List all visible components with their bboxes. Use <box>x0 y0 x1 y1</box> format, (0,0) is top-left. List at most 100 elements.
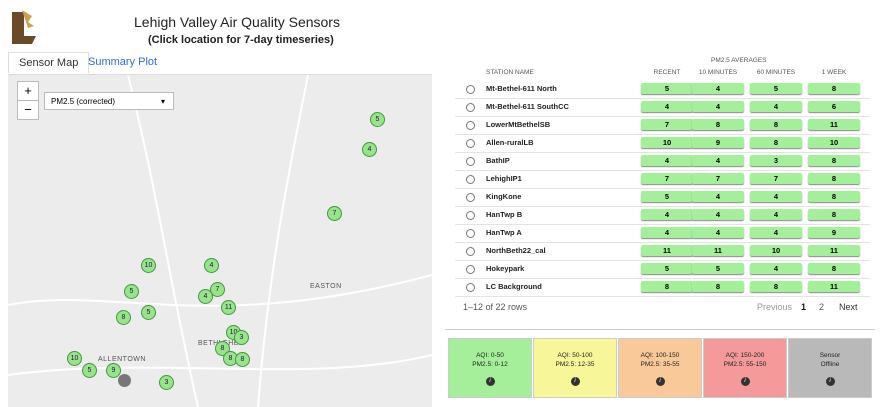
sensor-marker[interactable]: 9 <box>106 363 121 378</box>
table-row[interactable]: LowerMtBethelSB 7 8 8 11 <box>455 116 870 135</box>
row-summary: 1–12 of 22 rows <box>463 302 528 312</box>
sensor-marker[interactable]: 10 <box>141 258 156 273</box>
sensor-marker[interactable]: 11 <box>221 300 236 315</box>
station-name: Mt-Bethel-611 North <box>486 84 557 93</box>
value-cell: 4 <box>641 209 693 220</box>
legend-box[interactable]: AQI: 150-200 PM2.5: 55-150 i <box>703 338 787 398</box>
info-icon[interactable]: i <box>485 377 495 386</box>
value-cell: 3 <box>750 155 802 166</box>
legend-text: AQI: 150-200 <box>725 352 765 359</box>
legend-text: PM2.5: 35-55 <box>640 361 680 368</box>
radio[interactable] <box>466 211 475 220</box>
value-cell: 11 <box>641 245 693 256</box>
page-2[interactable]: 2 <box>819 302 825 312</box>
sensor-marker[interactable]: 5 <box>370 112 385 127</box>
radio[interactable] <box>466 175 475 184</box>
radio[interactable] <box>466 283 475 292</box>
legend-text: PM2.5: 0-12 <box>472 361 508 368</box>
sensor-marker[interactable]: 5 <box>141 305 156 320</box>
value-cell: 11 <box>808 281 860 292</box>
value-cell: 4 <box>692 209 744 220</box>
value-cell: 4 <box>641 227 693 238</box>
value-cell: 8 <box>808 263 860 274</box>
sensor-marker[interactable]: 5 <box>82 363 97 378</box>
sensor-marker[interactable]: 8 <box>223 351 238 366</box>
value-cell: 9 <box>692 137 744 148</box>
info-icon[interactable]: i <box>570 377 580 386</box>
legend-box[interactable]: AQI: 50-100 PM2.5: 12-35 i <box>533 338 617 398</box>
sensor-marker[interactable]: 7 <box>327 206 342 221</box>
sensor-marker[interactable]: 7 <box>210 282 225 297</box>
sensor-marker[interactable]: 4 <box>204 258 219 273</box>
column-header: STATION NAME <box>486 69 534 76</box>
radio[interactable] <box>466 139 475 148</box>
value-cell: 4 <box>692 227 744 238</box>
value-cell: 11 <box>692 245 744 256</box>
tab[interactable]: Summary Plot <box>88 56 158 68</box>
sensor-marker[interactable]: 8 <box>116 310 131 325</box>
value-cell: 5 <box>641 263 693 274</box>
station-name: Hokeypark <box>486 264 525 273</box>
value-cell: 8 <box>808 173 860 184</box>
legend-text: Sensor <box>819 352 841 359</box>
zoom-out[interactable]: − <box>17 100 39 120</box>
table-row[interactable]: KingKone 5 4 4 8 <box>455 188 870 207</box>
value-cell: 11 <box>808 245 860 256</box>
zoom-in[interactable]: + <box>17 81 39 101</box>
radio[interactable] <box>466 247 475 256</box>
value-cell: 8 <box>750 119 802 130</box>
sensor-marker[interactable]: 8 <box>235 352 250 367</box>
value-cell: 8 <box>808 209 860 220</box>
info-icon[interactable]: i <box>740 377 750 386</box>
radio[interactable] <box>466 157 475 166</box>
sensor-marker[interactable]: 10 <box>67 351 82 366</box>
radio[interactable] <box>466 85 475 94</box>
table-row[interactable]: LehighIP1 7 7 7 8 <box>455 170 870 189</box>
prev[interactable]: Previous <box>757 302 793 312</box>
sensor-marker[interactable]: 4 <box>362 142 377 157</box>
table-row[interactable]: Mt-Bethel-611 North 5 4 5 8 <box>455 80 870 99</box>
value-cell: 4 <box>641 155 693 166</box>
table-row[interactable]: Allen-ruralLB 10 9 8 10 <box>455 134 870 153</box>
table-row[interactable]: Hokeypark 5 5 4 8 <box>455 260 870 279</box>
map[interactable]: + − PM2.5 (corrected)▾ EASTONALLENTOWNBE… <box>8 74 432 407</box>
tab[interactable]: Sensor Map <box>8 52 90 73</box>
radio[interactable] <box>466 103 475 112</box>
legend-box[interactable]: AQI: 0-50 PM2.5: 0-12 i <box>448 338 532 398</box>
sensor-marker[interactable]: 5 <box>124 284 139 299</box>
offline-marker[interactable] <box>118 374 131 387</box>
table-row[interactable]: LC Background 8 8 8 11 <box>455 278 870 297</box>
info-icon[interactable]: i <box>655 377 665 386</box>
value-cell: 8 <box>808 191 860 202</box>
dropdown[interactable]: PM2.5 (corrected) ▾ <box>44 92 174 110</box>
info-icon[interactable]: i <box>825 377 835 386</box>
value-cell: 4 <box>641 101 693 112</box>
legend-box[interactable]: Sensor Offline i <box>788 338 872 398</box>
radio[interactable] <box>466 193 475 202</box>
table-row[interactable]: Mt-Bethel-611 SouthCC 4 4 4 6 <box>455 98 870 117</box>
radio[interactable] <box>466 121 475 130</box>
page-1[interactable]: 1 <box>801 302 807 312</box>
column-header: 1 WEEK <box>821 69 847 76</box>
radio[interactable] <box>466 229 475 238</box>
station-name: Allen-ruralLB <box>486 138 534 147</box>
table-row[interactable]: BathIP 4 4 3 8 <box>455 152 870 171</box>
station-name: KingKone <box>486 192 522 201</box>
next[interactable]: Next <box>839 302 858 312</box>
legend-box[interactable]: AQI: 100-150 PM2.5: 35-55 i <box>618 338 702 398</box>
sensor-marker[interactable]: 3 <box>234 330 249 345</box>
station-name: HanTwp A <box>486 228 522 237</box>
place-label: ALLENTOWN <box>98 356 146 363</box>
radio[interactable] <box>466 265 475 274</box>
value-cell: 5 <box>641 191 693 202</box>
sensor-marker[interactable]: 3 <box>159 375 174 390</box>
station-name: LowerMtBethelSB <box>486 120 551 129</box>
table-row[interactable]: NorthBeth22_cal 11 11 10 11 <box>455 242 870 261</box>
title: Lehigh Valley Air Quality Sensors <box>134 14 340 30</box>
value-cell: 8 <box>641 281 693 292</box>
value-cell: 6 <box>808 101 860 112</box>
sensor-marker[interactable]: 4 <box>198 289 213 304</box>
caret: ▾ <box>160 97 165 106</box>
